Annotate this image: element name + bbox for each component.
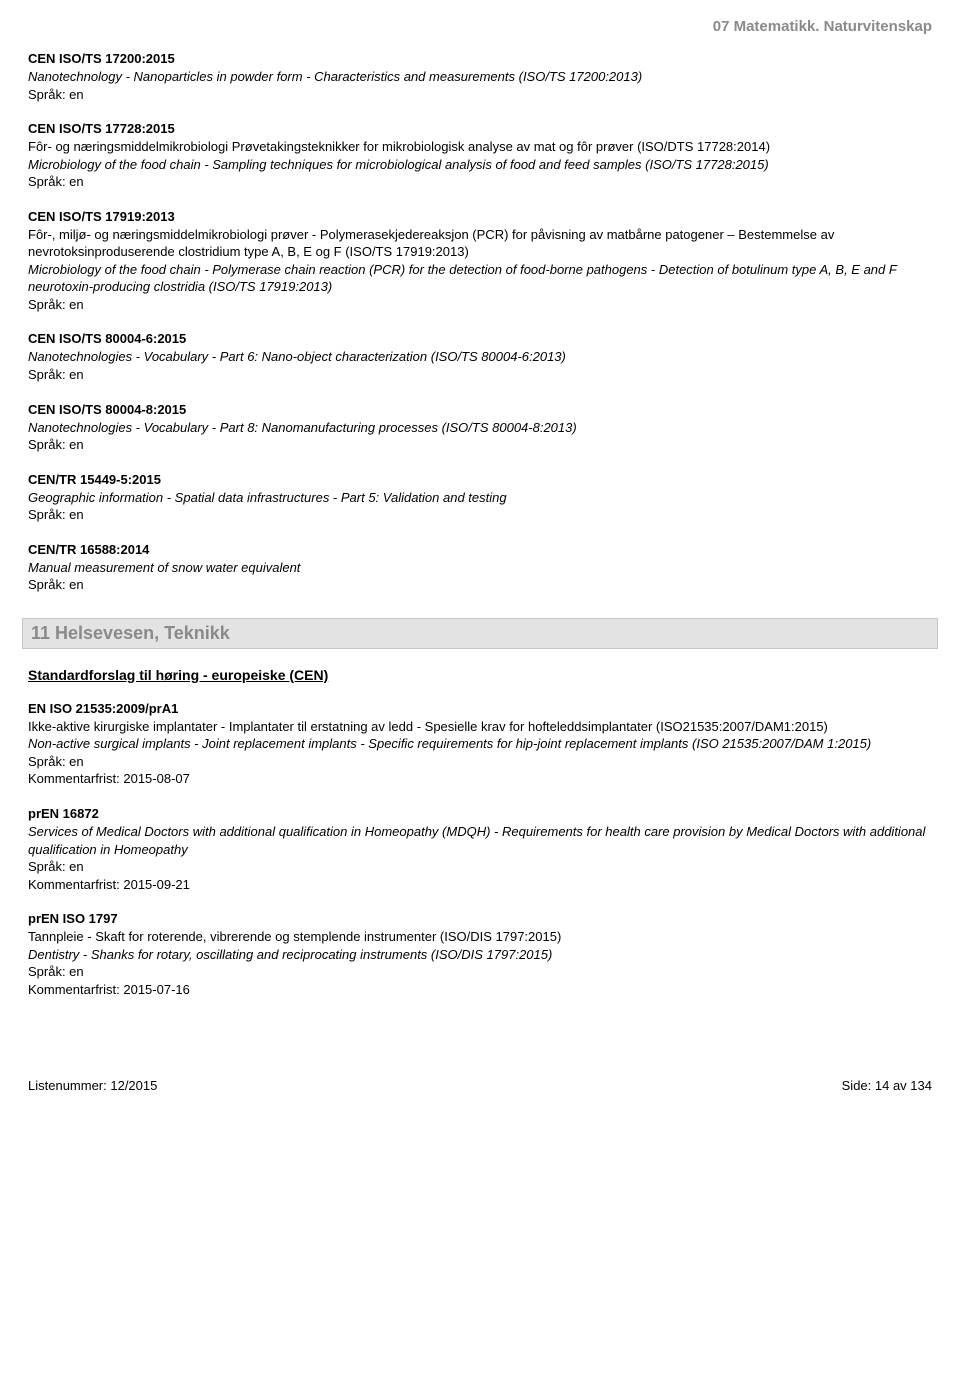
standard-entry: CEN ISO/TS 80004-8:2015 Nanotechnologies … (28, 402, 932, 454)
standard-language: Språk: en (28, 366, 932, 384)
standard-code: CEN ISO/TS 80004-8:2015 (28, 402, 932, 417)
standard-language: Språk: en (28, 506, 932, 524)
standard-title-native: Fôr-, miljø- og næringsmiddelmikrobiolog… (28, 226, 932, 261)
standard-entry: CEN/TR 15449-5:2015 Geographic informatio… (28, 472, 932, 524)
standard-language: Språk: en (28, 173, 932, 191)
standard-title-english: Nanotechnologies - Vocabulary - Part 8: … (28, 419, 932, 437)
page-footer: Listenummer: 12/2015 Side: 14 av 134 (28, 1078, 932, 1093)
standard-code: prEN ISO 1797 (28, 911, 932, 926)
standard-title-english: Services of Medical Doctors with additio… (28, 823, 932, 858)
footer-left: Listenummer: 12/2015 (28, 1078, 157, 1093)
standard-code: CEN/TR 15449-5:2015 (28, 472, 932, 487)
standard-entry: CEN ISO/TS 17200:2015 Nanotechnology - Na… (28, 51, 932, 103)
page-header-category: 07 Matematikk. Naturvitenskap (28, 18, 932, 35)
standard-language: Språk: en (28, 576, 932, 594)
standard-deadline: Kommentarfrist: 2015-09-21 (28, 876, 932, 894)
standard-title-english: Nanotechnology - Nanoparticles in powder… (28, 68, 932, 86)
standard-entry: prEN ISO 1797 Tannpleie - Skaft for roter… (28, 911, 932, 998)
standard-entry: CEN/TR 16588:2014 Manual measurement of s… (28, 542, 932, 594)
standard-title-english: Nanotechnologies - Vocabulary - Part 6: … (28, 348, 932, 366)
standard-language: Språk: en (28, 963, 932, 981)
standard-code: CEN ISO/TS 17200:2015 (28, 51, 932, 66)
standard-deadline: Kommentarfrist: 2015-08-07 (28, 770, 932, 788)
standard-title-native: Ikke-aktive kirurgiske implantater - Imp… (28, 718, 932, 736)
standard-title-english: Non-active surgical implants - Joint rep… (28, 735, 932, 753)
standard-title-english: Dentistry - Shanks for rotary, oscillati… (28, 946, 932, 964)
standard-code: CEN/TR 16588:2014 (28, 542, 932, 557)
standard-code: prEN 16872 (28, 806, 932, 821)
footer-right: Side: 14 av 134 (842, 1078, 932, 1093)
standard-title-english: Microbiology of the food chain - Polymer… (28, 261, 932, 296)
standard-entry: prEN 16872 Services of Medical Doctors wi… (28, 806, 932, 893)
standard-language: Språk: en (28, 86, 932, 104)
standard-title-english: Manual measurement of snow water equival… (28, 559, 932, 577)
standard-language: Språk: en (28, 296, 932, 314)
standard-language: Språk: en (28, 753, 932, 771)
standard-title-english: Microbiology of the food chain - Samplin… (28, 156, 932, 174)
section-heading: 11 Helsevesen, Teknikk (22, 618, 938, 649)
standard-entry: EN ISO 21535:2009/prA1 Ikke-aktive kirurg… (28, 701, 932, 788)
standard-code: CEN ISO/TS 17919:2013 (28, 209, 932, 224)
standard-code: CEN ISO/TS 80004-6:2015 (28, 331, 932, 346)
standard-title-native: Fôr- og næringsmiddelmikrobiologi Prøvet… (28, 138, 932, 156)
standard-deadline: Kommentarfrist: 2015-07-16 (28, 981, 932, 999)
standard-entry: CEN ISO/TS 17919:2013 Fôr-, miljø- og nær… (28, 209, 932, 314)
standard-entry: CEN ISO/TS 17728:2015 Fôr- og næringsmidd… (28, 121, 932, 191)
standard-title-english: Geographic information - Spatial data in… (28, 489, 932, 507)
standard-entry: CEN ISO/TS 80004-6:2015 Nanotechnologies … (28, 331, 932, 383)
standard-language: Språk: en (28, 436, 932, 454)
standard-language: Språk: en (28, 858, 932, 876)
standard-code: EN ISO 21535:2009/prA1 (28, 701, 932, 716)
subsection-heading: Standardforslag til høring - europeiske … (28, 667, 932, 683)
standard-title-native: Tannpleie - Skaft for roterende, vibrere… (28, 928, 932, 946)
standard-code: CEN ISO/TS 17728:2015 (28, 121, 932, 136)
